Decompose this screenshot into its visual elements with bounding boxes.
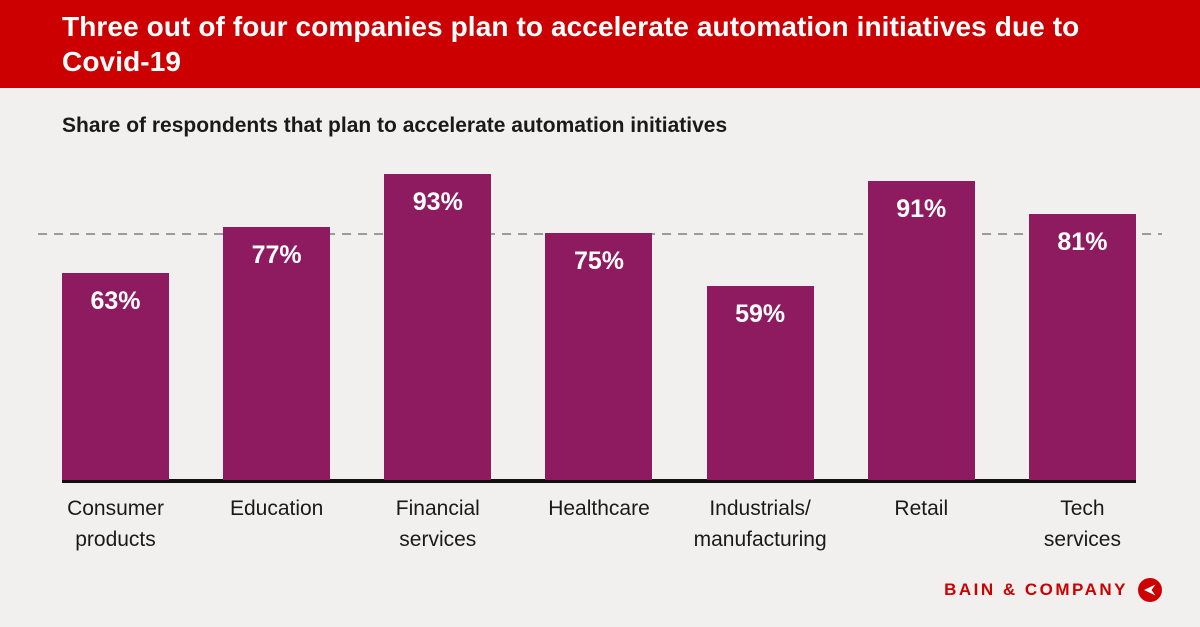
brand-footer: BAIN & COMPANY xyxy=(944,578,1162,602)
bar-education: 77% xyxy=(223,226,331,480)
bar-value-label: 91% xyxy=(896,194,947,223)
bar-value-label: 77% xyxy=(251,240,302,269)
bain-logo-icon xyxy=(1138,578,1162,602)
category-labels-row: Consumer products Education Financial serv… xyxy=(62,493,1136,563)
bar-value-label: 63% xyxy=(90,286,141,315)
header-banner: Three out of four companies plan to acce… xyxy=(0,0,1200,88)
category-label: Tech services xyxy=(1043,497,1121,551)
bar-industrials: 59% xyxy=(706,285,814,480)
x-axis-line xyxy=(62,479,1136,483)
bar-consumer: 63% xyxy=(62,272,169,480)
bar-value-label: 59% xyxy=(735,299,786,328)
brand-name: BAIN & COMPANY xyxy=(944,580,1128,599)
category-label: Industrials/ manufacturing xyxy=(693,497,827,551)
category-label: Financial services xyxy=(395,497,480,551)
page-title: Three out of four companies plan to acce… xyxy=(62,11,1080,77)
bar-tech: 81% xyxy=(1028,213,1136,480)
bar-financial: 93% xyxy=(384,174,492,480)
bar-value-label: 93% xyxy=(412,188,463,217)
category-label: Retail xyxy=(894,497,949,520)
bar-value-label: 81% xyxy=(1057,227,1108,256)
category-label: Healthcare xyxy=(548,497,650,520)
bars-container: 63% 77% 93% 75% 59% 91% 81% xyxy=(62,151,1136,480)
category-label: Consumer products xyxy=(67,497,164,551)
bar-healthcare: 75% xyxy=(545,233,653,480)
chart-subtitle: Share of respondents that plan to accele… xyxy=(62,114,728,137)
bar-retail: 91% xyxy=(867,180,975,480)
bar-chart: 63% 77% 93% 75% 59% 91% 81% xyxy=(38,151,1162,480)
category-label: Education xyxy=(229,497,324,520)
bar-value-label: 75% xyxy=(573,247,624,276)
